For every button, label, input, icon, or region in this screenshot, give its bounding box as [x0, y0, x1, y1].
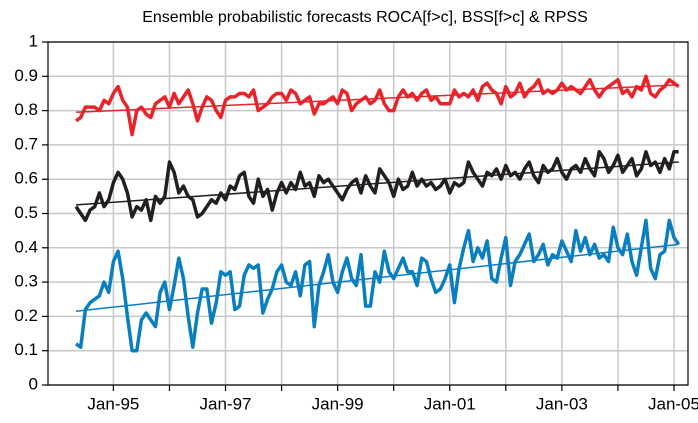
x-tick-label: Jan-01: [424, 394, 476, 413]
trend-line: [75, 243, 679, 312]
series-line: [74, 74, 680, 137]
y-tick-label: 0.3: [14, 272, 38, 291]
trend-line: [75, 161, 679, 206]
trend-line: [75, 84, 679, 114]
x-tick-label: Jan-03: [536, 394, 588, 413]
y-tick-label: 0: [29, 374, 38, 393]
y-tick-label: 0.2: [14, 306, 38, 325]
y-tick-label: 0.5: [14, 203, 38, 222]
y-tick-label: 0.1: [14, 340, 38, 359]
y-tick-label: 0.8: [14, 100, 38, 119]
x-tick-label: Jan-95: [87, 394, 139, 413]
x-tick-label: Jan-05: [648, 394, 698, 413]
x-tick-label: Jan-97: [200, 394, 252, 413]
chart-title: Ensemble probabilistic forecasts ROCA[f>…: [142, 9, 588, 26]
y-tick-label: 1: [29, 31, 38, 50]
x-tick-label: Jan-99: [312, 394, 364, 413]
y-tick-label: 0.6: [14, 169, 38, 188]
y-tick-label: 0.7: [14, 134, 38, 153]
series-line: [74, 150, 679, 223]
plot-frame: [47, 41, 689, 386]
y-tick-label: 0.4: [14, 237, 38, 256]
y-tick-label: 0.9: [14, 66, 38, 85]
series-line: [74, 218, 681, 353]
